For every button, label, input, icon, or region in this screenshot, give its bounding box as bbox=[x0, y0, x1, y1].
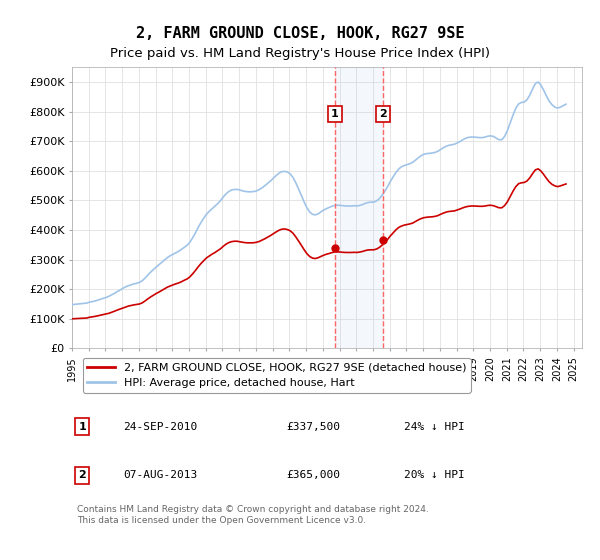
Text: 2: 2 bbox=[379, 109, 387, 119]
Text: 24-SEP-2010: 24-SEP-2010 bbox=[123, 422, 197, 432]
Text: Contains HM Land Registry data © Crown copyright and database right 2024.
This d: Contains HM Land Registry data © Crown c… bbox=[77, 505, 429, 525]
Text: 20% ↓ HPI: 20% ↓ HPI bbox=[404, 470, 464, 480]
Text: 24% ↓ HPI: 24% ↓ HPI bbox=[404, 422, 464, 432]
Text: £337,500: £337,500 bbox=[286, 422, 340, 432]
Text: £365,000: £365,000 bbox=[286, 470, 340, 480]
Text: 2, FARM GROUND CLOSE, HOOK, RG27 9SE: 2, FARM GROUND CLOSE, HOOK, RG27 9SE bbox=[136, 26, 464, 41]
Legend: 2, FARM GROUND CLOSE, HOOK, RG27 9SE (detached house), HPI: Average price, detac: 2, FARM GROUND CLOSE, HOOK, RG27 9SE (de… bbox=[83, 358, 471, 393]
Text: 1: 1 bbox=[331, 109, 339, 119]
Text: 1: 1 bbox=[79, 422, 86, 432]
Text: Price paid vs. HM Land Registry's House Price Index (HPI): Price paid vs. HM Land Registry's House … bbox=[110, 46, 490, 60]
Bar bbox=[335, 67, 383, 348]
Text: 2: 2 bbox=[79, 470, 86, 480]
Text: 07-AUG-2013: 07-AUG-2013 bbox=[123, 470, 197, 480]
